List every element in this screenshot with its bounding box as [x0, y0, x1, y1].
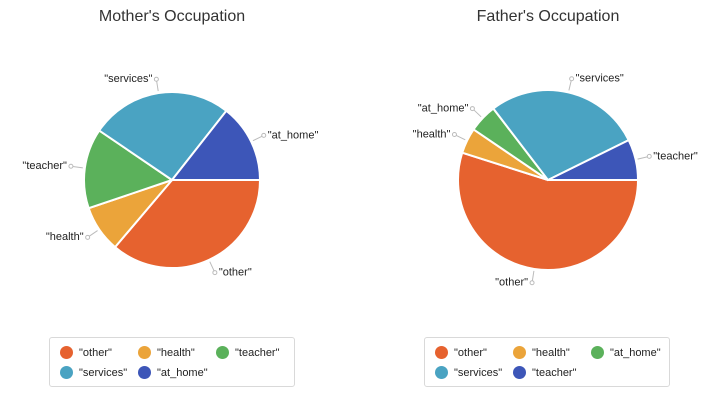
legend-label: "services"	[454, 366, 503, 379]
pie-slice[interactable]	[97, 91, 228, 182]
slice-label: "health"	[413, 128, 451, 140]
slice-leader-dot	[569, 76, 575, 82]
slice-leader-dot	[529, 280, 535, 286]
slice-leader-dot	[68, 163, 74, 169]
slice-leader-dot	[85, 234, 91, 240]
legend-swatch	[513, 346, 526, 359]
legend-item[interactable]: "health"	[513, 346, 570, 359]
legend-item[interactable]: "at_home"	[138, 366, 208, 379]
legend-label: "health"	[532, 346, 570, 359]
legend-label: "services"	[79, 366, 128, 379]
legend-item[interactable]: "services"	[435, 366, 502, 379]
slice-label: "services"	[104, 73, 152, 85]
legend-swatch	[513, 366, 526, 379]
legend-label: "teacher"	[235, 346, 280, 359]
slice-label: "other"	[219, 266, 252, 278]
legend-item[interactable]: "other"	[435, 346, 487, 359]
slice-leader-dot	[469, 106, 475, 112]
pie-slice[interactable]	[113, 179, 262, 269]
chart-title: Father's Occupation	[477, 8, 620, 25]
slice-label: "teacher"	[22, 160, 67, 172]
legend-swatch	[138, 346, 151, 359]
legend-label: "at_home"	[610, 346, 661, 359]
pie-slice[interactable]	[547, 138, 640, 181]
legend-swatch	[138, 366, 151, 379]
slice-leader-dot	[261, 132, 267, 138]
slice-label: "other"	[495, 277, 528, 289]
legend-label: "at_home"	[157, 366, 208, 379]
legend-item[interactable]: "services"	[60, 366, 127, 379]
slice-label: "services"	[576, 73, 624, 85]
legend-item[interactable]: "other"	[60, 346, 112, 359]
pie-slice[interactable]	[169, 109, 262, 181]
slice-label: "teacher"	[653, 150, 698, 162]
legend-label: "health"	[157, 346, 195, 359]
legend-swatch	[591, 346, 604, 359]
legend-label: "teacher"	[532, 366, 577, 379]
legend-mother: "other" "health" "teacher" "services" "at_ho…	[49, 337, 295, 387]
legend-swatch	[435, 366, 448, 379]
slice-leader-dot	[153, 76, 159, 82]
legend-item[interactable]: "at_home"	[591, 346, 661, 359]
slice-leader-dot	[212, 270, 218, 276]
legend-item[interactable]: "teacher"	[216, 346, 280, 359]
legend-swatch	[60, 366, 73, 379]
pie-slice[interactable]	[83, 129, 175, 210]
slice-leader-dot	[451, 132, 457, 138]
legend-item[interactable]: "teacher"	[513, 366, 577, 379]
pie-slice[interactable]	[457, 151, 640, 271]
legend-swatch	[216, 346, 229, 359]
legend-label: "other"	[454, 346, 487, 359]
legend-label: "other"	[79, 346, 112, 359]
chart-title: Mother's Occupation	[99, 8, 245, 25]
slice-leader-dot	[646, 153, 652, 159]
legend-swatch	[60, 346, 73, 359]
legend-father: "other" "health" "at_home" "services" "teach…	[424, 337, 670, 387]
slice-label: "health"	[46, 231, 84, 243]
pie-slice[interactable]	[491, 89, 631, 182]
slice-label: "at_home"	[418, 102, 469, 114]
slice-label: "at_home"	[268, 129, 319, 141]
legend-item[interactable]: "health"	[138, 346, 195, 359]
legend-swatch	[435, 346, 448, 359]
